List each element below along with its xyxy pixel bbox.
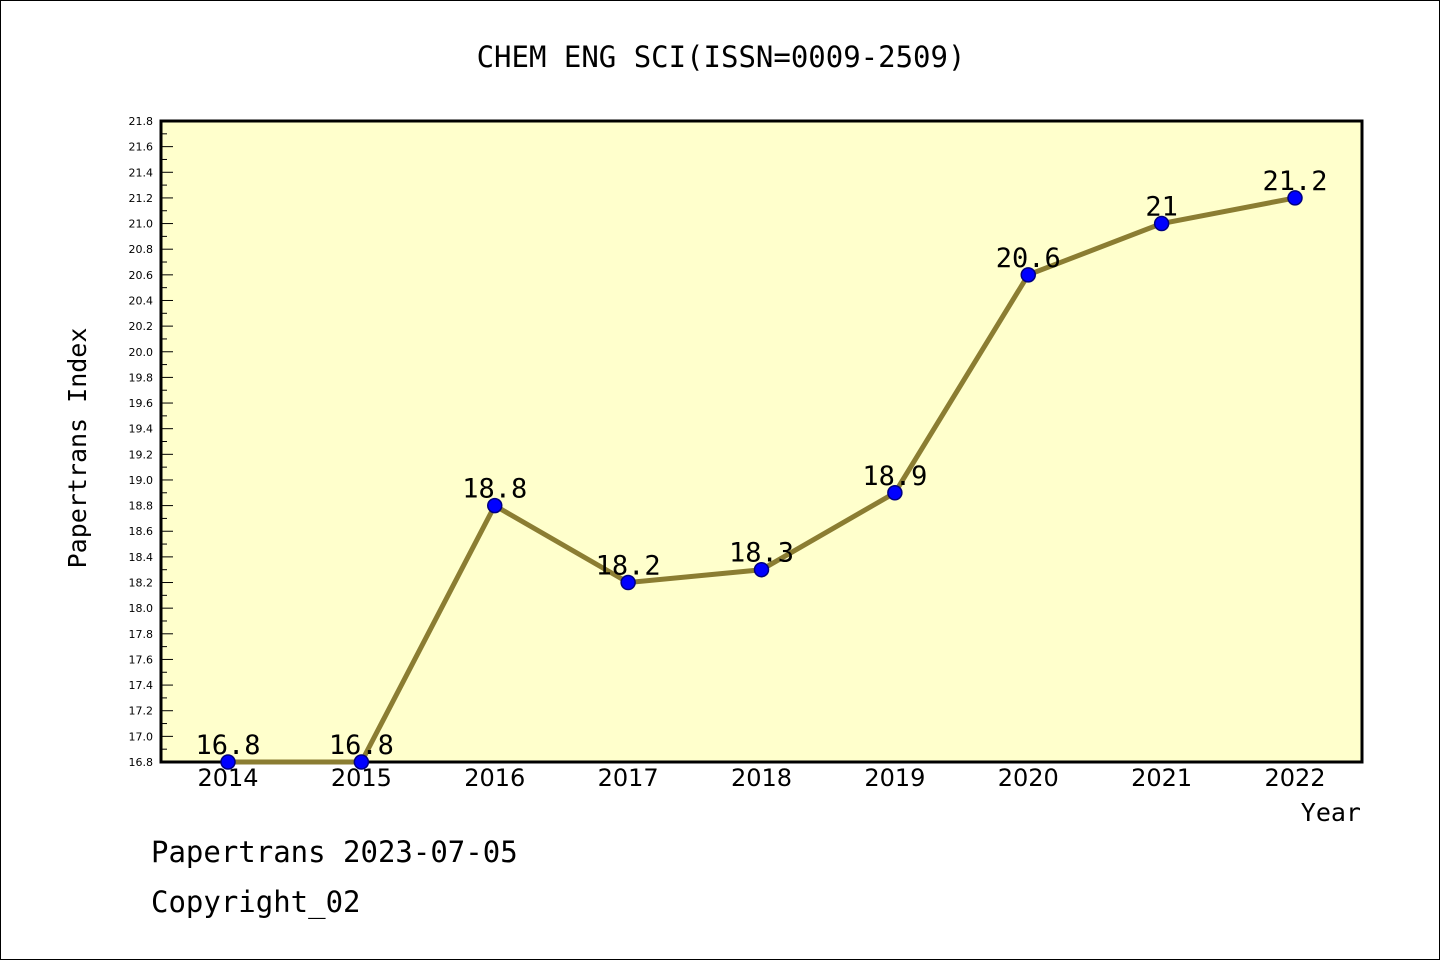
data-label: 16.8: [195, 730, 260, 761]
data-point-marker: [1020, 267, 1036, 283]
data-point-marker: [487, 497, 503, 514]
x-tick-label: 2018: [731, 764, 792, 792]
y-tick-label: 21.8: [129, 115, 154, 128]
data-label: 21: [1145, 192, 1178, 223]
y-tick-label: 18.0: [129, 602, 154, 615]
x-axis-label: Year: [1301, 798, 1361, 827]
chart-title: CHEM ENG SCI(ISSN=0009-2509): [477, 40, 966, 74]
y-tick-label: 20.0: [129, 346, 154, 359]
y-tick-label: 19.6: [129, 397, 154, 410]
y-tick-label: 19.8: [129, 371, 154, 384]
x-tick-label: 2021: [1131, 764, 1192, 792]
y-tick-label: 21.0: [129, 218, 154, 231]
y-tick-label: 19.0: [129, 474, 154, 487]
data-point-marker: [887, 485, 903, 501]
y-tick-label: 19.4: [129, 423, 154, 436]
y-tick-label: 17.4: [129, 679, 154, 692]
data-point-marker: [1287, 190, 1303, 206]
y-tick-label: 17.0: [129, 730, 154, 743]
y-tick-label: 16.8: [129, 756, 154, 769]
y-tick-label: 18.6: [129, 525, 154, 538]
series-markers: [220, 190, 1303, 770]
y-tick-label: 19.2: [129, 448, 154, 461]
data-point-marker: [1153, 215, 1170, 232]
data-label: 21.2: [1262, 166, 1327, 197]
x-axis-tick-labels: 2014 2015 2016 2017 2018 2019 2020 2021 2022: [197, 764, 1325, 792]
y-tick-label: 17.8: [129, 628, 154, 641]
y-tick-label: 18.2: [129, 577, 154, 590]
y-tick-label: 20.4: [129, 294, 154, 307]
data-point-marker: [353, 754, 370, 770]
x-tick-label: 2022: [1264, 764, 1325, 792]
x-tick-label: 2016: [464, 764, 525, 792]
data-point-marker: [220, 754, 236, 770]
x-tick-label: 2017: [598, 764, 659, 792]
footer-date-text: Papertrans 2023-07-05: [151, 835, 518, 869]
y-tick-label: 20.2: [129, 320, 154, 333]
y-tick-label: 17.6: [129, 653, 154, 666]
footer-copyright-text: Copyright_02: [151, 885, 361, 919]
data-label: 18.2: [596, 551, 661, 582]
y-tick-label: 17.2: [129, 705, 154, 718]
y-axis-ticks: [161, 120, 173, 763]
y-tick-label: 20.6: [129, 269, 154, 282]
data-label: 18.8: [462, 474, 527, 505]
y-tick-label: 21.6: [129, 141, 154, 154]
data-label: 18.9: [862, 461, 927, 492]
data-point-marker: [620, 574, 636, 591]
y-tick-label: 20.8: [129, 243, 154, 256]
data-label: 16.8: [329, 730, 394, 761]
y-tick-label: 21.2: [129, 192, 154, 205]
y-axis-label: Papertrans Index: [63, 328, 92, 569]
data-label: 18.3: [729, 538, 794, 569]
data-point-marker: [753, 561, 770, 578]
data-label: 20.6: [996, 243, 1061, 274]
y-tick-label: 18.4: [129, 551, 154, 564]
x-tick-label: 2019: [864, 764, 925, 792]
y-tick-label: 21.4: [129, 166, 154, 179]
y-tick-label: 18.8: [129, 500, 154, 513]
y-axis-tick-labels: 16.8 17.0 17.2 17.4 17.6 17.8 18.0 18.2 18.4 18.6…: [129, 115, 154, 769]
x-tick-label: 2020: [998, 764, 1059, 792]
data-labels: 16.8 16.8 18.8 18.2 18.3 18.9 20.6 21 21.2: [195, 166, 1327, 761]
